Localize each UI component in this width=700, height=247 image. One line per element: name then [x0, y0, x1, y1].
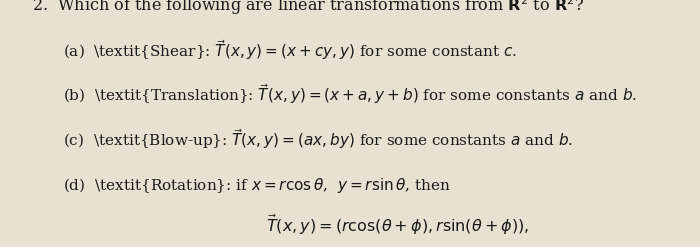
Text: $\vec{T}(x, y) = (r\cos(\theta + \phi), r\sin(\theta + \phi)),$: $\vec{T}(x, y) = (r\cos(\theta + \phi), …	[266, 213, 529, 237]
Text: (b)  \textit{Translation}: $\vec{T}(x, y) = (x + a, y + b)$ for some constants $: (b) \textit{Translation}: $\vec{T}(x, y)…	[63, 82, 637, 106]
Text: 2.  Which of the following are linear transformations from $\mathbf{R}^2$ to $\m: 2. Which of the following are linear tra…	[32, 0, 584, 17]
Text: (d)  \textit{Rotation}: if $x = r\cos\theta$,  $y = r\sin\theta$, then: (d) \textit{Rotation}: if $x = r\cos\the…	[63, 176, 451, 195]
Text: (a)  \textit{Shear}: $\vec{T}(x, y) = (x + cy, y)$ for some constant $c$.: (a) \textit{Shear}: $\vec{T}(x, y) = (x …	[63, 38, 517, 62]
Text: (c)  \textit{Blow-up}: $\vec{T}(x, y) = (ax, by)$ for some constants $a$ and $b$: (c) \textit{Blow-up}: $\vec{T}(x, y) = (…	[63, 127, 573, 151]
